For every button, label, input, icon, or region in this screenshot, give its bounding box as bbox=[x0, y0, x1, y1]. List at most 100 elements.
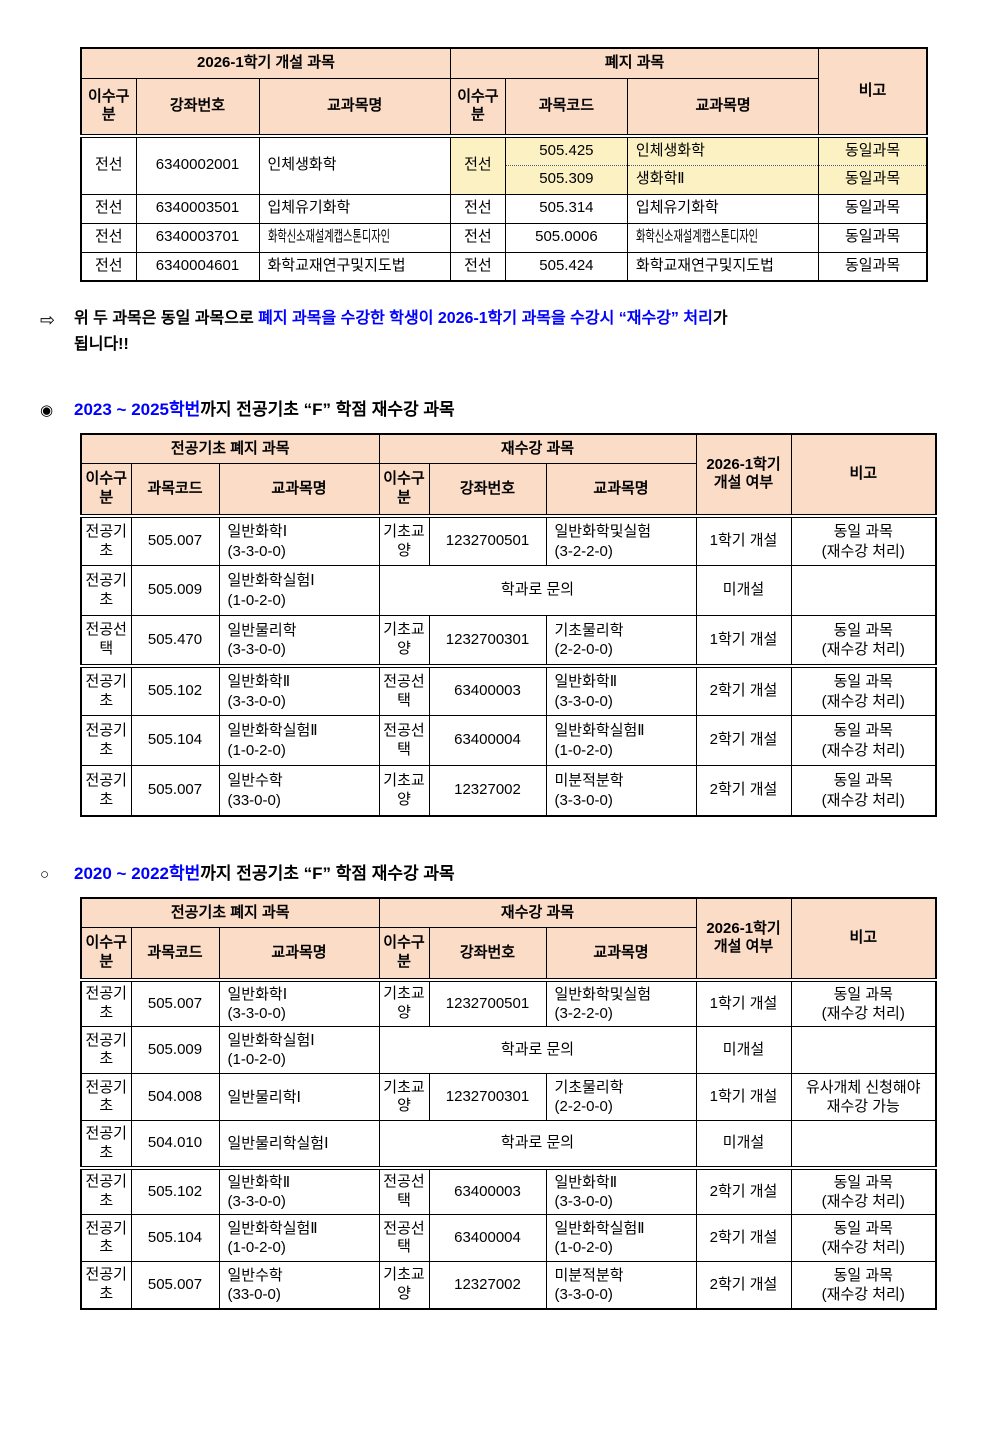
cell-course-name: 일반화학실험Ⅰ (1-0-2-0) bbox=[218, 565, 380, 617]
cell-course-name: 화학교재연구및지도법 bbox=[626, 251, 820, 282]
cell-course-name: 일반화학실험Ⅱ (1-0-2-0) bbox=[218, 1214, 380, 1263]
cell-course-name: 미분적분학 (3-3-0-0) bbox=[545, 1261, 697, 1310]
col-header-course-code: 과목코드 bbox=[130, 463, 220, 518]
retake-table-2020-2022: 전공기초 폐지 과목 재수강 과목 2026-1학기 개설 여부 비고 이수구분… bbox=[80, 896, 937, 1310]
header-bigo: 비고 bbox=[818, 47, 928, 138]
table-row: 전공기초 505.007 일반수학 (33-0-0) 기초교양 12327002 … bbox=[80, 1261, 937, 1310]
cell-course-code: 505.104 bbox=[130, 1214, 220, 1263]
cell-bigo: 동일과목 bbox=[818, 135, 928, 166]
col-header-course-code: 과목코드 bbox=[130, 927, 220, 982]
cell-bigo: 동일 과목 (재수강 처리) bbox=[790, 1165, 937, 1216]
cell-course-name: 일반화학실험Ⅰ (1-0-2-0) bbox=[218, 1026, 380, 1075]
cell-course-name: 인체생화학 bbox=[258, 135, 451, 195]
cell-lecture-no: 63400003 bbox=[428, 663, 547, 717]
col-header-course-name: 교과목명 bbox=[545, 927, 697, 982]
table-row: 전공기초 505.009 일반화학실험Ⅰ (1-0-2-0) 학과로 문의 미개설 bbox=[80, 1026, 937, 1075]
note-highlight: 폐지 과목을 수강한 학생이 2026-1학기 과목을 수강시 “재수강” 처리 bbox=[258, 310, 713, 327]
note-line2: 됩니다!! bbox=[74, 336, 129, 354]
cell-gubun: 전공기초 bbox=[80, 515, 132, 567]
header-retake-courses: 재수강 과목 bbox=[378, 433, 697, 465]
cell-gubun: 전공선택 bbox=[378, 1165, 430, 1216]
cell-lecture-no: 63400004 bbox=[428, 1214, 547, 1263]
col-header-lecture-no: 강좌번호 bbox=[428, 927, 547, 982]
col-header-course-name: 교과목명 bbox=[626, 77, 820, 138]
cell-lecture-no: 6340004601 bbox=[135, 251, 260, 282]
header-closed-courses: 폐지 과목 bbox=[449, 47, 820, 79]
cell-bigo: 동일과목 bbox=[818, 251, 928, 282]
cell-bigo: 동일 과목 (재수강 처리) bbox=[790, 1261, 937, 1310]
table-row: 전공기초 505.007 일반수학 (33-0-0) 기초교양 12327002 … bbox=[80, 765, 937, 817]
cell-course-name: 일반화학Ⅰ (3-3-0-0) bbox=[218, 979, 380, 1028]
table-row: 전선 6340004601 화학교재연구및지도법 전선 505.424 화학교재… bbox=[80, 251, 928, 282]
cell-course-name: 일반화학실험Ⅱ (1-0-2-0) bbox=[218, 715, 380, 767]
cell-course-name: 생화학Ⅱ bbox=[626, 164, 820, 195]
cell-open-status: 1학기 개설 bbox=[695, 615, 792, 667]
cell-course-code: 505.424 bbox=[504, 251, 628, 282]
cell-gubun: 전공기초 bbox=[80, 1165, 132, 1216]
table-row: 전선 6340003701 화학신소재설계캡스톤디자인 전선 505.0006 … bbox=[80, 222, 928, 253]
cell-course-code: 505.102 bbox=[130, 1165, 220, 1216]
cell-merged-inquiry: 학과로 문의 bbox=[378, 1026, 697, 1075]
col-header-gubun: 이수구분 bbox=[449, 77, 506, 138]
cell-lecture-no: 1232700501 bbox=[428, 979, 547, 1028]
table-row: 전공기초 504.008 일반물리학Ⅰ 기초교양 1232700301 기초물리… bbox=[80, 1073, 937, 1122]
cell-gubun: 전공선택 bbox=[80, 615, 132, 667]
cell-lecture-no: 6340003701 bbox=[135, 222, 260, 253]
col-header-course-name: 교과목명 bbox=[218, 927, 380, 982]
table-group-header-row: 2026-1학기 개설 과목 폐지 과목 비고 bbox=[80, 47, 928, 138]
cell-lecture-no: 1232700501 bbox=[428, 515, 547, 567]
cell-bigo: 동일 과목 (재수강 처리) bbox=[790, 615, 937, 667]
section-title: 2023 ~ 2025학번까지 전공기초 “F” 학점 재수강 과목 bbox=[74, 399, 455, 419]
col-header-gubun: 이수구분 bbox=[80, 77, 137, 138]
cell-bigo: 유사개체 신청해야 재수강 가능 bbox=[790, 1073, 937, 1122]
cell-bigo bbox=[790, 1120, 937, 1169]
col-header-course-name: 교과목명 bbox=[258, 77, 451, 138]
note-text: 위 두 과목은 동일 과목으로 폐지 과목을 수강한 학생이 2026-1학기 … bbox=[74, 306, 728, 359]
col-header-gubun: 이수구분 bbox=[80, 927, 132, 982]
cell-gubun: 전공기초 bbox=[80, 565, 132, 617]
section-heading-2023-2025: ◉ 2023 ~ 2025학번까지 전공기초 “F” 학점 재수강 과목 bbox=[40, 395, 992, 420]
cell-course-code: 505.104 bbox=[130, 715, 220, 767]
cell-gubun: 전공선택 bbox=[378, 715, 430, 767]
cell-course-code: 505.007 bbox=[130, 515, 220, 567]
cell-gubun: 기초교양 bbox=[378, 515, 430, 567]
right-arrow-icon: ⇨ bbox=[40, 310, 56, 330]
cell-course-name: 일반화학Ⅰ (3-3-0-0) bbox=[218, 515, 380, 567]
header-closed-basic-courses: 전공기초 폐지 과목 bbox=[80, 897, 380, 929]
cell-bigo: 동일 과목 (재수강 처리) bbox=[790, 1214, 937, 1263]
table-row-merged: 전선 6340002001 인체생화학 전선 505.425 인체생화학 동일과… bbox=[80, 135, 928, 195]
cell-course-name: 기초물리학 (2-2-0-0) bbox=[545, 615, 697, 667]
col-header-lecture-no: 강좌번호 bbox=[428, 463, 547, 518]
cell-gubun: 전공기초 bbox=[80, 663, 132, 717]
col-header-gubun: 이수구분 bbox=[378, 927, 430, 982]
cell-course-name: 일반화학Ⅱ (3-3-0-0) bbox=[218, 1165, 380, 1216]
document-page: 2026-1학기 개설 과목 폐지 과목 비고 이수구분 강좌번호 교과목명 이… bbox=[0, 47, 992, 1450]
cell-open-status: 2학기 개설 bbox=[695, 1165, 792, 1216]
cell-bigo: 동일과목 bbox=[818, 193, 928, 224]
cell-course-name: 화학신소재설계캡스톤디자인 bbox=[258, 222, 451, 253]
note-pre: 위 두 과목은 동일 과목으로 bbox=[74, 310, 259, 327]
cell-course-name: 화학교재연구및지도법 bbox=[258, 251, 451, 282]
cell-course-name: 입체유기화학 bbox=[258, 193, 451, 224]
header-opened-courses: 2026-1학기 개설 과목 bbox=[80, 47, 451, 79]
opened-vs-closed-courses-table: 2026-1학기 개설 과목 폐지 과목 비고 이수구분 강좌번호 교과목명 이… bbox=[80, 47, 928, 282]
cell-gubun: 전공선택 bbox=[378, 663, 430, 717]
header-bigo: 비고 bbox=[790, 433, 937, 518]
header-open-status: 2026-1학기 개설 여부 bbox=[695, 433, 792, 518]
cell-course-code: 505.102 bbox=[130, 663, 220, 717]
cell-gubun: 기초교양 bbox=[378, 979, 430, 1028]
cell-gubun: 전공기초 bbox=[80, 979, 132, 1028]
table-row: 전공기초 505.007 일반화학Ⅰ (3-3-0-0) 기초교양 1232700… bbox=[80, 979, 937, 1028]
cell-course-code: 505.009 bbox=[130, 565, 220, 617]
cell-course-name: 일반화학Ⅱ (3-3-0-0) bbox=[545, 1165, 697, 1216]
table-subrow: 505.309 생화학Ⅱ 동일과목 bbox=[81, 164, 928, 195]
cell-open-status: 미개설 bbox=[695, 1120, 792, 1169]
cell-open-status: 2학기 개설 bbox=[695, 1261, 792, 1310]
retake-table-2023-2025: 전공기초 폐지 과목 재수강 과목 2026-1학기 개설 여부 비고 이수구분… bbox=[80, 432, 937, 817]
cell-course-code: 504.008 bbox=[130, 1073, 220, 1122]
cell-gubun: 기초교양 bbox=[378, 765, 430, 817]
header-retake-courses: 재수강 과목 bbox=[378, 897, 697, 929]
cell-bigo: 동일과목 bbox=[818, 222, 928, 253]
cell-open-status: 1학기 개설 bbox=[695, 979, 792, 1028]
header-closed-basic-courses: 전공기초 폐지 과목 bbox=[80, 433, 380, 465]
